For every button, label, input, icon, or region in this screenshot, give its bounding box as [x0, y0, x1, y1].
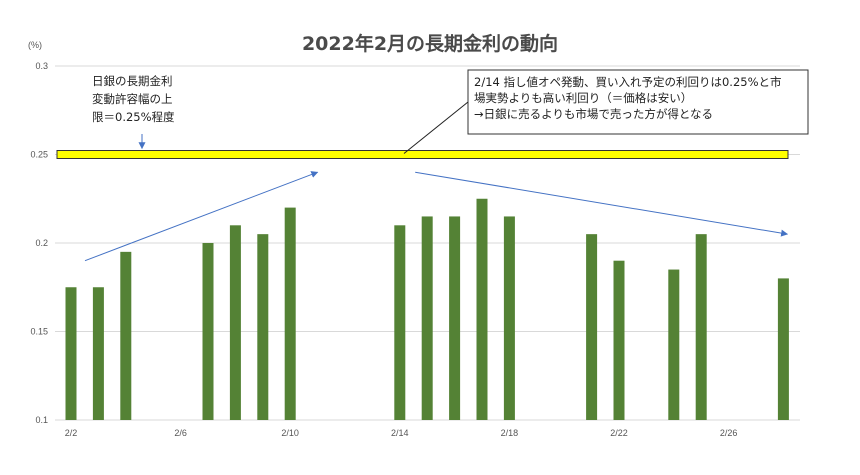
y-ticks: 0.1 0.15 0.2 0.25 0.3: [30, 61, 48, 425]
bar: [613, 260, 625, 420]
bar: [586, 234, 598, 420]
y-tick-label: 0.15: [30, 327, 48, 337]
x-tick-label: 2/6: [174, 428, 187, 438]
bar: [120, 251, 132, 420]
x-tick-label: 2/22: [610, 428, 628, 438]
callout-pointer: [403, 101, 469, 154]
bar: [394, 225, 406, 420]
upper-limit-band: [56, 150, 789, 159]
x-ticks: 2/2 2/6 2/10 2/14 2/18 2/22 2/26: [65, 428, 738, 438]
x-tick-label: 2/2: [65, 428, 78, 438]
bar: [421, 216, 433, 420]
x-tick-label: 2/18: [501, 428, 519, 438]
bar: [229, 225, 241, 420]
y-tick-label: 0.25: [30, 150, 48, 160]
x-tick-label: 2/14: [391, 428, 409, 438]
trend-arrows: [84, 171, 789, 262]
x-tick-label: 2/10: [281, 428, 299, 438]
bar: [777, 278, 789, 420]
bar: [257, 234, 269, 420]
callout-line: 2/14 指し値オペ発動、買い入れ予定の利回りは0.25%と市: [474, 75, 782, 89]
bars: [65, 198, 789, 420]
bar: [202, 243, 214, 420]
trend-arrow: [84, 171, 319, 262]
callout-line: →日銀に売るよりも市場で売った方が得となる: [474, 107, 713, 121]
reference-band: [56, 150, 789, 159]
bar: [449, 216, 461, 420]
callout-box: [467, 69, 809, 135]
bar: [503, 216, 515, 420]
y-tick-label: 0.3: [35, 61, 48, 71]
bar: [65, 287, 77, 420]
y-axis-unit: (%): [28, 40, 42, 50]
bar: [284, 207, 296, 420]
bar: [668, 269, 680, 420]
chart-title: 2022年2月の長期金利の動向: [302, 32, 558, 55]
left-note-line: 日銀の長期金利: [92, 74, 173, 88]
bar: [476, 198, 488, 420]
bar: [695, 234, 707, 420]
x-tick-label: 2/26: [720, 428, 738, 438]
y-tick-label: 0.1: [35, 415, 48, 425]
y-tick-label: 0.2: [35, 238, 48, 248]
bar: [92, 287, 104, 420]
left-note-line: 限＝0.25%程度: [92, 110, 175, 124]
callout-line: 場実勢よりも高い利回り（＝価格は安い）: [474, 91, 692, 105]
trend-arrow: [415, 171, 789, 237]
left-note-line: 変動許容幅の上: [92, 92, 173, 106]
